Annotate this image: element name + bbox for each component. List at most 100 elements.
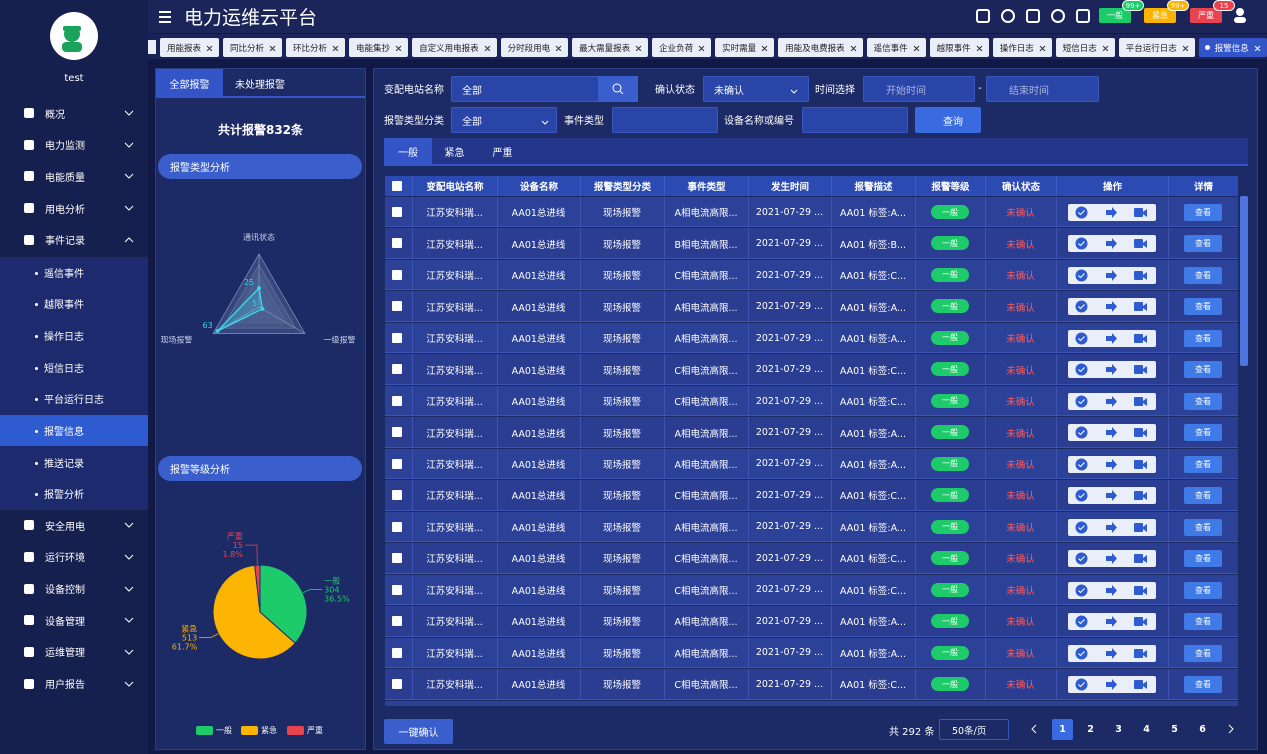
user-icon[interactable] [1232, 7, 1248, 23]
push-icon[interactable] [1105, 584, 1118, 597]
detail-button[interactable]: 查看 [1184, 424, 1222, 442]
left-tab[interactable]: 全部报警 [156, 69, 223, 97]
detail-button[interactable]: 查看 [1184, 581, 1222, 599]
menu-icon[interactable] [23, 139, 35, 151]
menu-arrow[interactable] [124, 140, 134, 150]
video-icon[interactable] [1134, 333, 1148, 344]
menu-icon[interactable] [23, 678, 35, 690]
search-button[interactable]: 查询 [915, 107, 981, 133]
submenu-item[interactable]: 短信日志 [44, 363, 84, 375]
avatar[interactable] [50, 12, 98, 60]
confirm-icon[interactable] [1075, 552, 1088, 565]
row-checkbox[interactable] [392, 458, 402, 469]
alarm-badge[interactable]: 一般 [1099, 8, 1131, 23]
confirm-icon[interactable] [1075, 489, 1088, 502]
push-icon[interactable] [1105, 332, 1118, 345]
tab[interactable]: 报警信息 [1198, 38, 1267, 57]
push-icon[interactable] [1105, 426, 1118, 439]
tab-close[interactable] [850, 44, 857, 51]
row-checkbox[interactable] [392, 553, 402, 564]
detail-button[interactable]: 查看 [1184, 298, 1222, 316]
push-icon[interactable] [1105, 615, 1118, 628]
row-checkbox[interactable] [392, 616, 402, 627]
push-icon[interactable] [1105, 647, 1118, 660]
push-icon[interactable] [1105, 237, 1118, 250]
tab-close[interactable] [1254, 44, 1261, 51]
tab[interactable]: 用能及电费报表 [778, 38, 863, 57]
row-checkbox[interactable] [392, 490, 402, 501]
confirm-icon[interactable] [1075, 647, 1088, 660]
toolbar-icon[interactable] [975, 8, 991, 24]
video-icon[interactable] [1134, 427, 1148, 438]
tab-close[interactable] [698, 44, 705, 51]
row-checkbox[interactable] [392, 679, 402, 690]
submenu-item[interactable]: 平台运行日志 [44, 395, 104, 407]
tab-close[interactable] [555, 44, 562, 51]
tab-close[interactable] [484, 44, 491, 51]
legend-label[interactable]: 紧急 [261, 726, 277, 735]
page-number[interactable]: 5 [1171, 724, 1178, 735]
menu-toggle[interactable] [158, 9, 174, 25]
confirm-icon[interactable] [1075, 206, 1088, 219]
toolbar-icon[interactable] [1025, 8, 1041, 24]
page-size-select[interactable]: 50条/页 [939, 719, 1009, 740]
tab-close[interactable] [269, 44, 276, 51]
detail-button[interactable]: 查看 [1184, 613, 1222, 631]
tab[interactable]: 最大需量报表 [572, 38, 649, 57]
row-checkbox[interactable] [392, 364, 402, 375]
tab[interactable]: 分时段用电 [500, 38, 569, 57]
page-number[interactable]: 4 [1143, 724, 1150, 735]
toolbar-icon[interactable] [1050, 8, 1066, 24]
video-icon[interactable] [1134, 648, 1148, 659]
confirm-icon[interactable] [1075, 521, 1088, 534]
tab[interactable]: 越限事件 [929, 38, 989, 57]
row-checkbox[interactable] [392, 269, 402, 280]
select-arrow[interactable] [790, 87, 798, 94]
confirm-select[interactable]: 未确认 [703, 76, 809, 102]
tab[interactable]: 自定义用电报表 [412, 38, 497, 57]
tab[interactable]: 用能报表 [160, 38, 220, 57]
menu-arrow[interactable] [124, 679, 134, 689]
confirm-icon[interactable] [1075, 269, 1088, 282]
video-icon[interactable] [1134, 616, 1148, 627]
confirm-all-button[interactable]: 一键确认 [384, 719, 453, 744]
menu-arrow[interactable] [124, 108, 134, 118]
page-number[interactable]: 3 [1115, 724, 1122, 735]
video-icon[interactable] [1134, 459, 1148, 470]
tab-arrow[interactable] [148, 40, 156, 54]
confirm-icon[interactable] [1075, 426, 1088, 439]
push-icon[interactable] [1105, 206, 1118, 219]
confirm-icon[interactable] [1075, 584, 1088, 597]
row-checkbox[interactable] [392, 427, 402, 438]
end-time[interactable]: 结束时间 [986, 76, 1099, 102]
menu-item[interactable]: 电能质量 [45, 172, 85, 184]
type-select[interactable]: 全部 [451, 107, 557, 133]
page-number[interactable]: 1 [1052, 719, 1073, 740]
menu-icon[interactable] [23, 551, 35, 563]
menu-arrow[interactable] [124, 520, 134, 530]
tab-close[interactable] [976, 44, 983, 51]
menu-icon[interactable] [23, 614, 35, 626]
menu-icon[interactable] [23, 519, 35, 531]
detail-button[interactable]: 查看 [1184, 518, 1222, 536]
menu-item[interactable]: 设备控制 [45, 585, 85, 596]
menu-arrow[interactable] [124, 552, 134, 562]
tab-close[interactable] [206, 44, 213, 51]
confirm-icon[interactable] [1075, 678, 1088, 691]
tab[interactable]: 电能集抄 [349, 38, 409, 57]
push-icon[interactable] [1105, 678, 1118, 691]
row-checkbox[interactable] [392, 332, 402, 343]
select-arrow[interactable] [541, 118, 549, 125]
video-icon[interactable] [1134, 301, 1148, 312]
station-select[interactable]: 全部 [451, 76, 599, 102]
menu-icon[interactable] [23, 583, 35, 595]
confirm-icon[interactable] [1075, 458, 1088, 471]
detail-button[interactable]: 查看 [1184, 392, 1222, 410]
menu-item[interactable]: 用户报告 [45, 680, 85, 692]
tab[interactable]: 环比分析 [286, 38, 346, 57]
start-time[interactable]: 开始时间 [863, 76, 975, 102]
toolbar-icon[interactable] [1000, 8, 1016, 24]
confirm-icon[interactable] [1075, 615, 1088, 628]
tab-close[interactable] [1102, 44, 1109, 51]
tab[interactable]: 实时需量 [715, 38, 775, 57]
